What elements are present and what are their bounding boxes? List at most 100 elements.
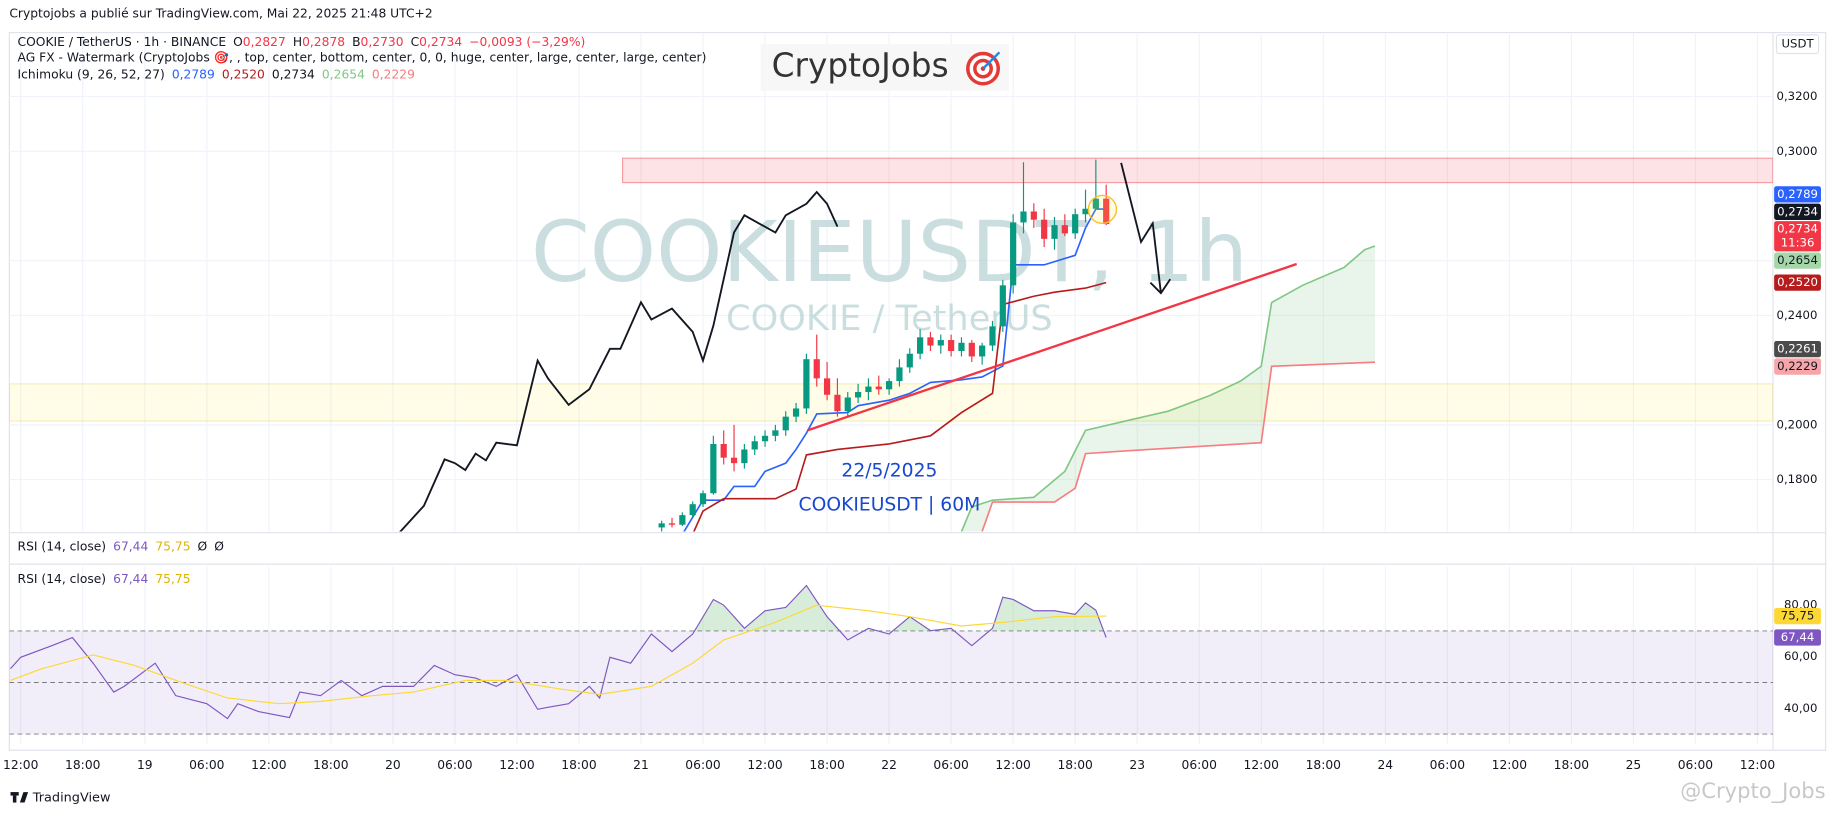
x-tick-label: 12:00 <box>1244 758 1279 772</box>
indicator-line <box>683 208 1107 532</box>
candle-body <box>1061 225 1068 234</box>
ohlc-value: 0,2734 <box>419 34 462 48</box>
x-tick-label: 12:00 <box>1740 758 1775 772</box>
watermark: COOKIEUSDT, 1h COOKIE / TetherUS <box>9 157 1773 422</box>
candle-body <box>1020 211 1027 223</box>
rsi-value: 67,44 <box>113 572 148 586</box>
watermark-legend: AG FX - Watermark (CryptoJobs 🎯, , top, … <box>18 51 707 65</box>
rsi-value: Ø <box>214 539 224 553</box>
price-label-box <box>1774 186 1821 203</box>
rsi-line <box>9 584 1107 720</box>
y-tick-label: 0,2000 <box>1777 417 1818 431</box>
plot <box>399 159 1376 532</box>
candle-body <box>1010 222 1017 286</box>
highlight-circle <box>1087 194 1118 225</box>
logo-icon <box>982 51 1001 70</box>
candle-body <box>917 337 924 354</box>
candle-body <box>1072 214 1079 234</box>
x-tick-label: 25 <box>1626 758 1642 772</box>
candle-body <box>1082 208 1089 215</box>
x-tick-label: 18:00 <box>561 758 596 772</box>
price-label-box <box>1774 274 1821 291</box>
candle-body <box>772 430 779 436</box>
rsi-title: RSI (14, close) <box>18 539 107 553</box>
candle-body <box>927 337 934 346</box>
candle-body <box>865 386 872 393</box>
price-label: 75,75 <box>1781 609 1814 623</box>
logo-text: CryptoJobs <box>772 47 949 85</box>
publisher-line: Cryptojobs a publié sur TradingView.com,… <box>9 6 432 20</box>
price-label: 0,2654 <box>1777 253 1818 267</box>
overbought-fill <box>694 585 1104 631</box>
x-tick-label: 12:00 <box>499 758 534 772</box>
symbol: COOKIE / TetherUS · 1h · BINANCE <box>18 34 227 48</box>
ohlc-key: B <box>352 34 360 48</box>
candle-body <box>751 441 758 450</box>
indicator-line <box>693 281 1107 532</box>
x-tick-label: 18:00 <box>65 758 100 772</box>
price-label-box <box>1774 358 1821 375</box>
y-tick-label: 0,2400 <box>1777 308 1818 322</box>
ichimoku-value: 0,2789 <box>172 67 215 81</box>
ichimoku-value: 0,2520 <box>222 67 265 81</box>
candle-body <box>999 285 1006 327</box>
x-tick-label: 12:00 <box>251 758 286 772</box>
ichimoku-title: Ichimoku (9, 26, 52, 27) <box>18 67 165 81</box>
candle-body <box>968 342 975 357</box>
drawings: 22/5/2025 COOKIEUSDT | 60M <box>799 162 1298 515</box>
footer: TradingView @Crypto_Jobs <box>10 779 1826 805</box>
candle-body <box>823 378 831 395</box>
trend-line <box>807 262 1298 432</box>
candle-body <box>906 353 913 368</box>
rsi-plot <box>9 584 1773 735</box>
brand-icon <box>10 792 19 796</box>
x-tick-label: 06:00 <box>933 758 968 772</box>
rsi-title: RSI (14, close) <box>18 572 107 586</box>
candle-body <box>689 504 696 516</box>
grid <box>9 32 1773 745</box>
candle-body <box>710 444 717 494</box>
candle-body <box>1051 225 1058 239</box>
arrow-head <box>1149 278 1172 295</box>
price-label-box <box>1774 607 1821 625</box>
price-label-box <box>1774 252 1821 269</box>
price-label: 67,44 <box>1781 630 1814 644</box>
price-label: 0,2734 <box>1777 222 1818 236</box>
cloud-fill <box>961 245 1375 532</box>
candle-body <box>1103 198 1110 225</box>
x-tick-label: 18:00 <box>1554 758 1589 772</box>
price-label-box <box>1774 203 1821 220</box>
x-tick-label: 18:00 <box>809 758 844 772</box>
logo-icon <box>973 58 993 79</box>
candle-body <box>937 340 944 346</box>
rsi-line <box>10 604 1107 705</box>
price-label-box <box>1774 629 1821 646</box>
brand: TradingView <box>32 790 111 805</box>
rsi-value: 75,75 <box>155 539 190 553</box>
brand-icon <box>19 792 29 803</box>
watermark-title: COOKIEUSDT, 1h <box>531 203 1248 301</box>
ichimoku-value: 0,2734 <box>272 67 315 81</box>
price-label-box <box>1774 340 1821 358</box>
ohlc-key: O <box>233 34 243 48</box>
x-tick-label: 12:00 <box>995 758 1030 772</box>
projection-arrow <box>1120 162 1162 294</box>
candle-body <box>792 408 800 417</box>
x-tick-label: 19 <box>137 758 153 772</box>
x-tick-label: 22 <box>881 758 897 772</box>
ohlc-key: C <box>411 34 420 48</box>
candle-body <box>813 359 820 379</box>
symbol-legend: COOKIE / TetherUS · 1h · BINANCE O0,2827 H… <box>18 34 586 48</box>
x-tick-label: 06:00 <box>437 758 472 772</box>
x-tick-label: 12:00 <box>747 758 782 772</box>
axes: 12:00 18:00 19 06:00 12:00 18:00 20 06:00 12:00 1… <box>3 89 1821 772</box>
x-tick-label: 18:00 <box>313 758 348 772</box>
x-tick-label: 12:00 <box>1492 758 1527 772</box>
candle-body <box>989 326 996 346</box>
rsi-tick-label: 40,00 <box>1784 701 1817 715</box>
x-tick-label: 06:00 <box>1678 758 1713 772</box>
candle-body <box>875 386 882 390</box>
price-label-box <box>1774 221 1821 252</box>
